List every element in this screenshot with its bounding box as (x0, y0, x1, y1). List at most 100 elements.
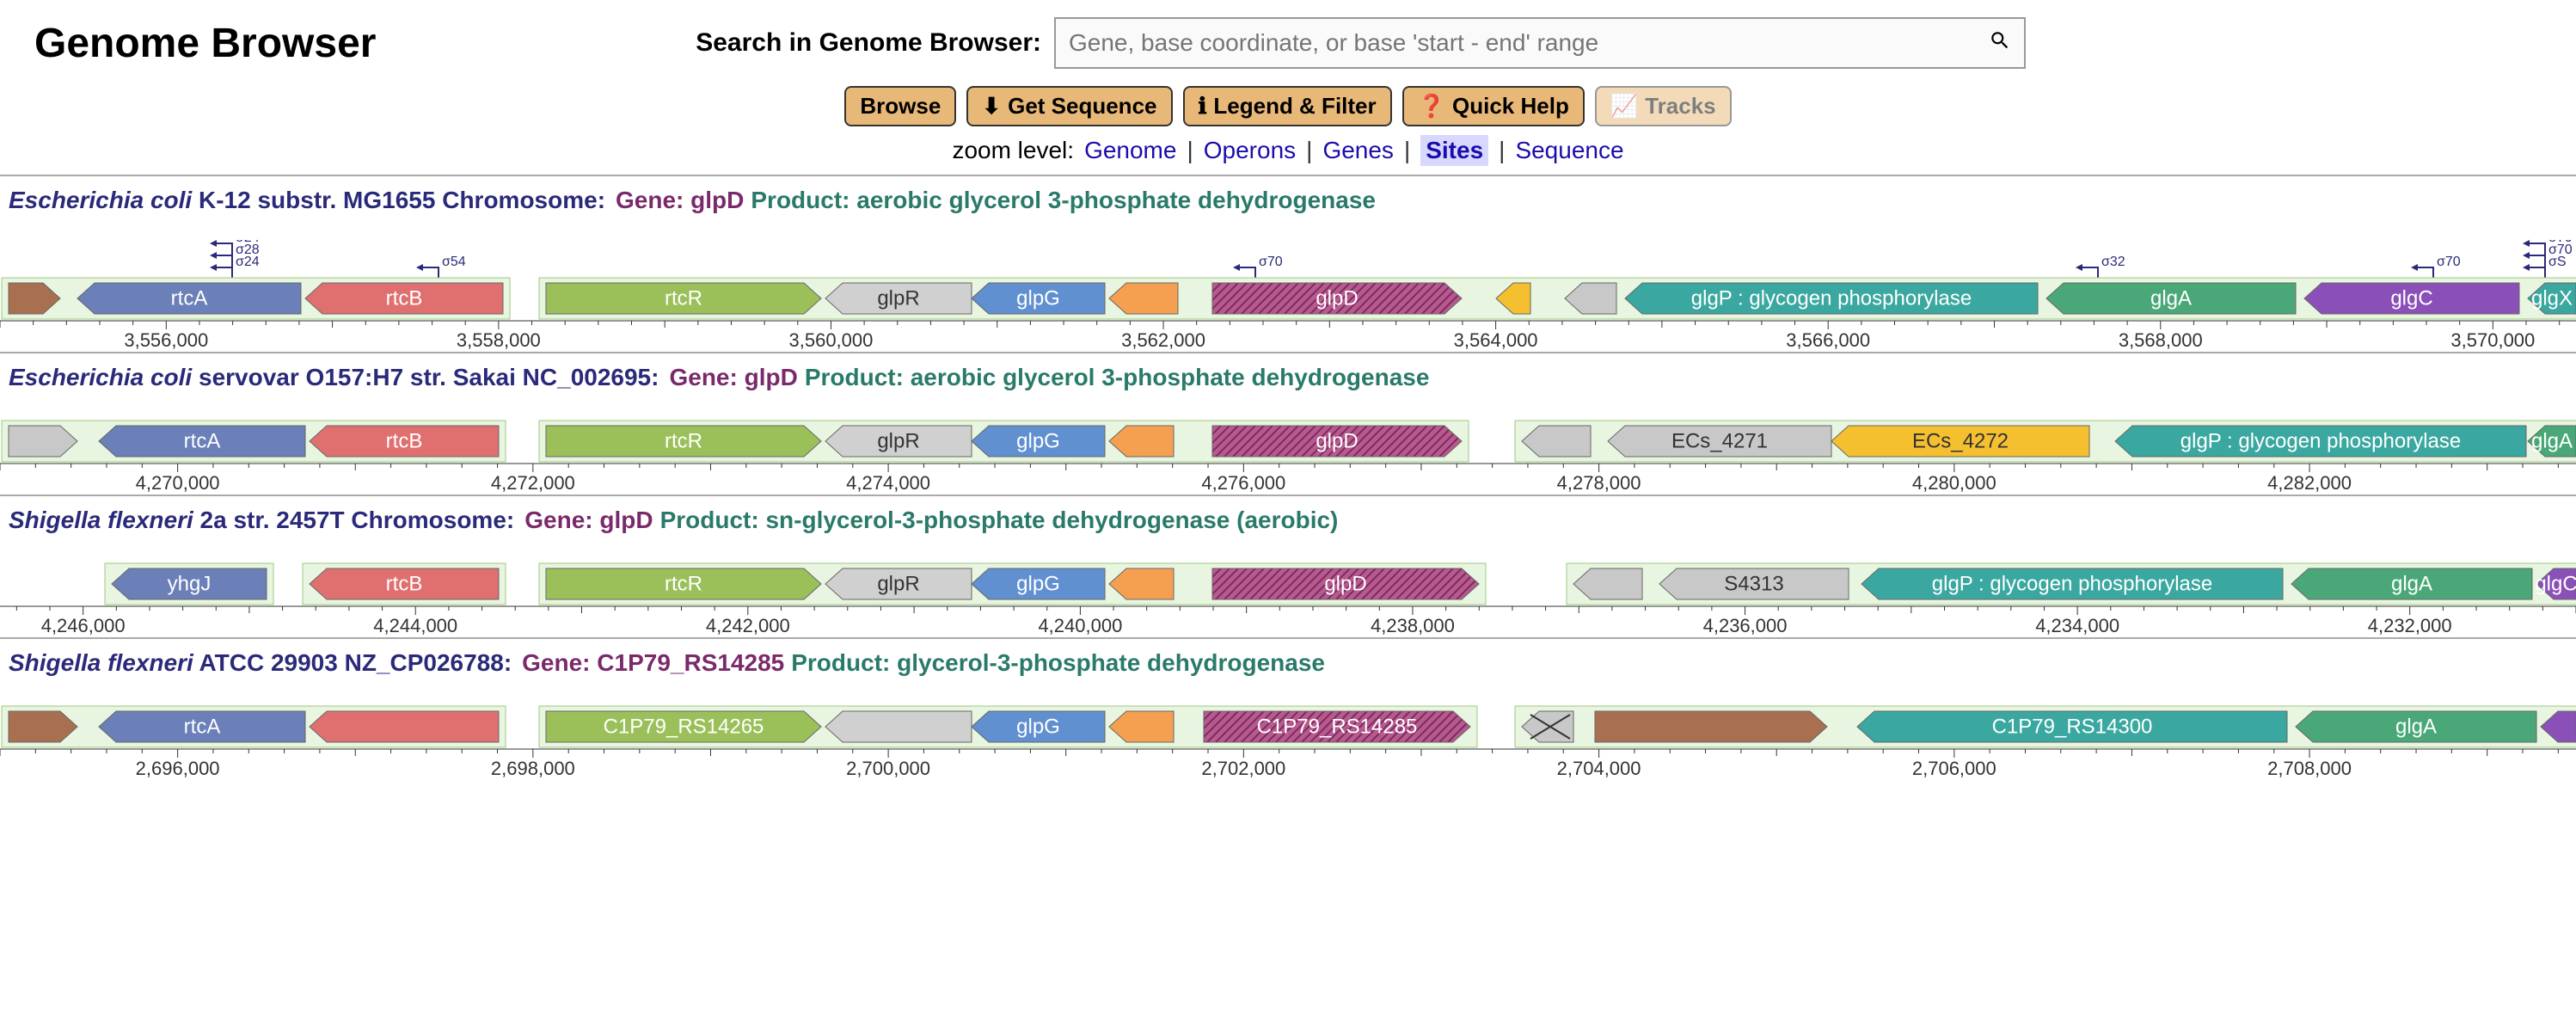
zoom-level-genome[interactable]: Genome (1084, 137, 1176, 164)
axis-tick-label: 4,276,000 (1201, 472, 1285, 494)
axis-tick-label: 3,560,000 (789, 329, 874, 351)
gene-label: glgC (2390, 287, 2432, 310)
search-input[interactable] (1069, 29, 1989, 57)
gene-unnamed[interactable] (310, 711, 499, 742)
gene-label: glpG (1016, 573, 1060, 596)
get-sequence-button[interactable]: ⬇Get Sequence (966, 86, 1172, 126)
axis-tick-label: 2,696,000 (136, 758, 220, 779)
zoom-level-sequence[interactable]: Sequence (1515, 137, 1623, 164)
svg-text:σ54: σ54 (442, 255, 466, 269)
page-title: Genome Browser (34, 20, 376, 67)
gene-label: ECs_4272 (1912, 430, 2009, 453)
axis-tick-label: 4,238,000 (1371, 615, 1455, 636)
gene-label: rtcB (386, 430, 423, 453)
gene-label: Gene: glpD (524, 507, 653, 533)
gene-label: glpR (877, 287, 919, 310)
axis-tick-label: 4,242,000 (706, 615, 790, 636)
axis-tick-label: 3,564,000 (1454, 329, 1538, 351)
gene-label: glgA (2395, 716, 2437, 739)
gene-unnamed[interactable] (1595, 711, 1827, 742)
gene-unnamed[interactable] (825, 711, 972, 742)
gene-label: S4313 (1724, 573, 1783, 596)
search-icon[interactable] (1989, 29, 2011, 58)
axis-tick-label: 4,236,000 (1703, 615, 1788, 636)
gene-label: rtcB (386, 287, 423, 310)
gene-label: rtcB (386, 573, 423, 596)
axis-tick-label: 4,244,000 (373, 615, 457, 636)
axis-tick-label: 4,278,000 (1557, 472, 1641, 494)
organism-label: Escherichia coli K-12 substr. MG1655 Chr… (9, 187, 605, 213)
organism-label: Escherichia coli servovar O157:H7 str. S… (9, 364, 659, 390)
axis-tick-label: 2,698,000 (491, 758, 575, 779)
gene-label: glpD (1316, 430, 1358, 453)
gene-label: glgX (2531, 287, 2573, 310)
axis-tick-label: 2,702,000 (1201, 758, 1285, 779)
download-icon: ⬇ (982, 93, 1001, 120)
gene-label: rtcA (184, 716, 221, 739)
chart-icon: 📈 (1610, 93, 1638, 120)
zoom-label: zoom level: (952, 137, 1074, 164)
axis-tick-label: 4,232,000 (2368, 615, 2452, 636)
axis-tick-label: 4,280,000 (1912, 472, 1996, 494)
gene-label: rtcA (171, 287, 208, 310)
gene-label: glgP : glycogen phosphorylase (1691, 287, 1972, 310)
svg-text:σ70: σ70 (1259, 255, 1283, 269)
svg-text:σ32: σ32 (2101, 255, 2125, 269)
product-label: Product: glycerol-3-phosphate dehydrogen… (791, 649, 1325, 676)
gene-label: glpD (1324, 573, 1366, 596)
info-icon: ℹ (1199, 93, 1207, 120)
gene-label: Gene: glpD (616, 187, 744, 213)
help-icon: ❓ (1418, 93, 1445, 120)
gene-label: rtcR (665, 287, 702, 310)
gene-label: C1P79_RS14300 (1992, 716, 2153, 739)
axis-tick-label: 2,708,000 (2267, 758, 2352, 779)
genome-track[interactable]: rtcArtcBrtcRglpRglpGglpDECs_4271ECs_4272… (0, 417, 2576, 494)
axis-tick-label: 3,562,000 (1121, 329, 1205, 351)
search-box[interactable] (1054, 17, 2026, 69)
gene-label: Gene: C1P79_RS14285 (522, 649, 784, 676)
gene-label: glgA (2531, 430, 2573, 453)
axis-tick-label: 2,700,000 (846, 758, 930, 779)
gene-label: glpR (877, 573, 919, 596)
genome-track[interactable]: σ24σ28σ24σ54σ70σ32σ70σSσ70σ70rtcArtcBrtc… (0, 240, 2576, 352)
axis-tick-label: 3,568,000 (2119, 329, 2203, 351)
axis-tick-label: 3,570,000 (2450, 329, 2535, 351)
browse-button[interactable]: Browse (844, 86, 956, 126)
search-label: Search in Genome Browser: (696, 28, 1041, 58)
gene-label: C1P79_RS14265 (604, 716, 764, 739)
legend-filter-button[interactable]: ℹLegend & Filter (1183, 86, 1392, 126)
gene-label: glpR (877, 430, 919, 453)
organism-label: Shigella flexneri 2a str. 2457T Chromoso… (9, 507, 514, 533)
axis-tick-label: 4,234,000 (2035, 615, 2119, 636)
product-label: Product: aerobic glycerol 3-phosphate de… (751, 187, 1376, 213)
gene-label: yhgJ (168, 573, 212, 596)
genome-track[interactable]: rtcA C1P79_RS14265 glpG C1P79_RS14285 C1P79_… (0, 703, 2576, 780)
gene-label: glgA (2150, 287, 2192, 310)
svg-text:σ24: σ24 (236, 240, 260, 245)
gene-label: ECs_4271 (1671, 430, 1768, 453)
product-label: Product: sn-glycerol-3-phosphate dehydro… (660, 507, 1339, 533)
axis-tick-label: 4,274,000 (846, 472, 930, 494)
gene-label: glgP : glycogen phosphorylase (1932, 573, 2212, 596)
gene-label: C1P79_RS14285 (1257, 716, 1418, 739)
gene-label: Gene: glpD (669, 364, 797, 390)
axis-tick-label: 4,270,000 (136, 472, 220, 494)
zoom-level-sites[interactable]: Sites (1420, 135, 1488, 166)
gene-label: glpG (1016, 716, 1060, 739)
gene-label: glpD (1316, 287, 1358, 310)
quick-help-button[interactable]: ❓Quick Help (1402, 86, 1585, 126)
tracks-button[interactable]: 📈Tracks (1595, 86, 1732, 126)
gene-label: rtcR (665, 573, 702, 596)
axis-tick-label: 3,556,000 (124, 329, 208, 351)
zoom-level-genes[interactable]: Genes (1322, 137, 1394, 164)
genome-track[interactable]: yhgJ rtcB rtcR glpR glpG glpD S4313 glgP : glyc… (0, 560, 2576, 637)
organism-label: Shigella flexneri ATCC 29903 NZ_CP026788… (9, 649, 512, 676)
axis-tick-label: 3,566,000 (1786, 329, 1870, 351)
axis-tick-label: 2,706,000 (1912, 758, 1996, 779)
gene-label: glgC (2535, 573, 2576, 596)
gene-label: rtcR (665, 430, 702, 453)
zoom-level-operons[interactable]: Operons (1204, 137, 1296, 164)
gene-label: glgA (2391, 573, 2432, 596)
axis-tick-label: 3,558,000 (457, 329, 541, 351)
axis-tick-label: 4,272,000 (491, 472, 575, 494)
